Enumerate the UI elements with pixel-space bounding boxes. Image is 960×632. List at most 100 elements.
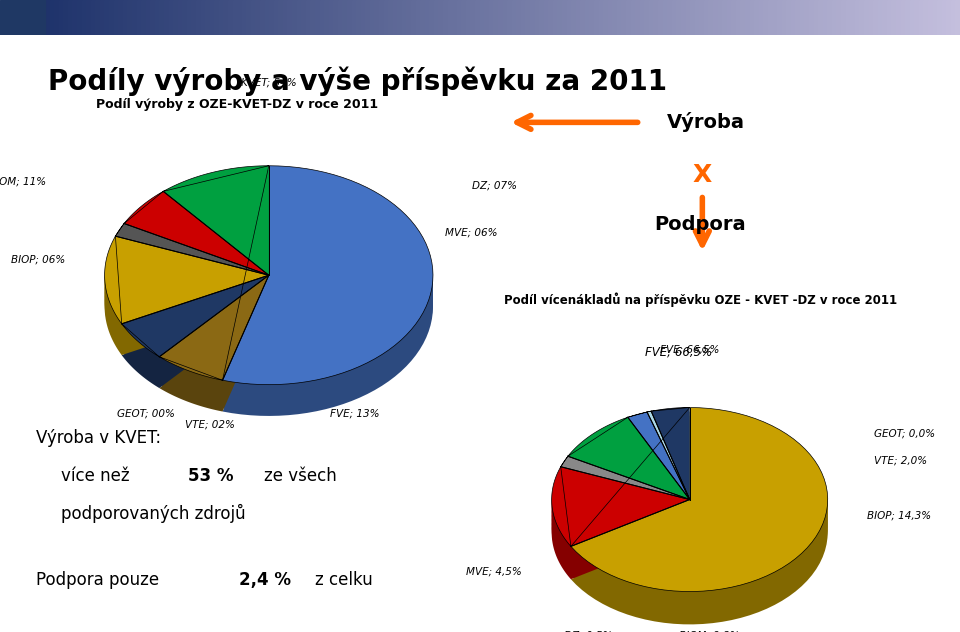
Text: 53 %: 53 % [188, 466, 233, 485]
Polygon shape [651, 436, 689, 528]
Bar [543, 0, 549, 35]
Text: ze všech: ze všech [264, 466, 337, 485]
Bar [123, 0, 129, 35]
Polygon shape [122, 275, 269, 357]
Polygon shape [552, 487, 689, 567]
Polygon shape [647, 420, 689, 507]
Bar [836, 0, 842, 35]
Text: DZ; 07%: DZ; 07% [472, 180, 517, 190]
Polygon shape [628, 441, 689, 528]
Bar [758, 0, 764, 35]
Polygon shape [163, 181, 269, 291]
Polygon shape [122, 307, 269, 388]
Bar [388, 0, 394, 35]
Bar [343, 0, 348, 35]
Bar [182, 0, 188, 35]
Text: GEOT; 0,0%: GEOT; 0,0% [874, 428, 935, 439]
Bar [735, 0, 741, 35]
Polygon shape [159, 275, 269, 380]
Polygon shape [647, 415, 689, 504]
Polygon shape [122, 283, 269, 365]
Polygon shape [163, 189, 269, 299]
Bar [169, 0, 174, 35]
Bar [750, 0, 756, 35]
Bar [113, 0, 119, 35]
Polygon shape [124, 207, 269, 291]
Bar [896, 0, 901, 35]
Bar [150, 0, 156, 35]
Bar [809, 0, 815, 35]
Bar [639, 0, 645, 35]
Bar [109, 0, 114, 35]
Polygon shape [124, 219, 269, 303]
Polygon shape [628, 437, 689, 524]
Bar [869, 0, 874, 35]
Bar [251, 0, 256, 35]
Bar [755, 0, 759, 35]
Bar [480, 0, 485, 35]
Text: FVE; 13%: FVE; 13% [330, 408, 379, 418]
Bar [416, 0, 421, 35]
Bar [0, 0, 45, 35]
Bar [475, 0, 481, 35]
Bar [77, 0, 83, 35]
Polygon shape [552, 467, 689, 547]
Bar [283, 0, 288, 35]
Polygon shape [223, 185, 433, 404]
Polygon shape [122, 299, 269, 380]
Bar [654, 0, 660, 35]
Bar [713, 0, 718, 35]
Bar [484, 0, 490, 35]
Polygon shape [571, 428, 828, 612]
Polygon shape [115, 224, 269, 275]
Bar [420, 0, 425, 35]
Polygon shape [115, 235, 269, 287]
Polygon shape [122, 291, 269, 372]
Polygon shape [163, 185, 269, 295]
Bar [429, 0, 435, 35]
Polygon shape [628, 432, 689, 520]
Bar [841, 0, 847, 35]
Bar [242, 0, 248, 35]
Bar [365, 0, 371, 35]
Bar [535, 0, 540, 35]
Text: DZ; 0,5%: DZ; 0,5% [564, 631, 612, 632]
Polygon shape [552, 475, 689, 555]
Bar [470, 0, 476, 35]
Bar [269, 0, 275, 35]
Bar [155, 0, 160, 35]
Bar [603, 0, 609, 35]
Bar [214, 0, 220, 35]
Bar [159, 0, 165, 35]
Bar [621, 0, 627, 35]
Bar [146, 0, 152, 35]
Polygon shape [568, 417, 689, 499]
Polygon shape [163, 166, 269, 275]
Polygon shape [561, 485, 689, 528]
Polygon shape [647, 436, 689, 524]
Bar [800, 0, 805, 35]
Bar [45, 0, 51, 35]
Polygon shape [223, 166, 433, 385]
Text: VTE; 02%: VTE; 02% [185, 420, 235, 430]
Bar [63, 0, 69, 35]
Polygon shape [628, 420, 689, 507]
Bar [873, 0, 878, 35]
Bar [265, 0, 270, 35]
Bar [54, 0, 60, 35]
Polygon shape [159, 279, 269, 384]
Polygon shape [115, 228, 269, 279]
Polygon shape [552, 479, 689, 559]
Text: podporovaných zdrojů: podporovaných zdrojů [61, 504, 246, 523]
Text: VTE; 2,0%: VTE; 2,0% [874, 455, 926, 465]
Bar [50, 0, 55, 35]
Bar [136, 0, 142, 35]
Polygon shape [651, 408, 689, 499]
Bar [955, 0, 960, 35]
Bar [516, 0, 522, 35]
Bar [402, 0, 407, 35]
Polygon shape [552, 492, 689, 571]
Text: BIOM; 9,8%: BIOM; 9,8% [680, 631, 739, 632]
Bar [928, 0, 933, 35]
Bar [846, 0, 852, 35]
